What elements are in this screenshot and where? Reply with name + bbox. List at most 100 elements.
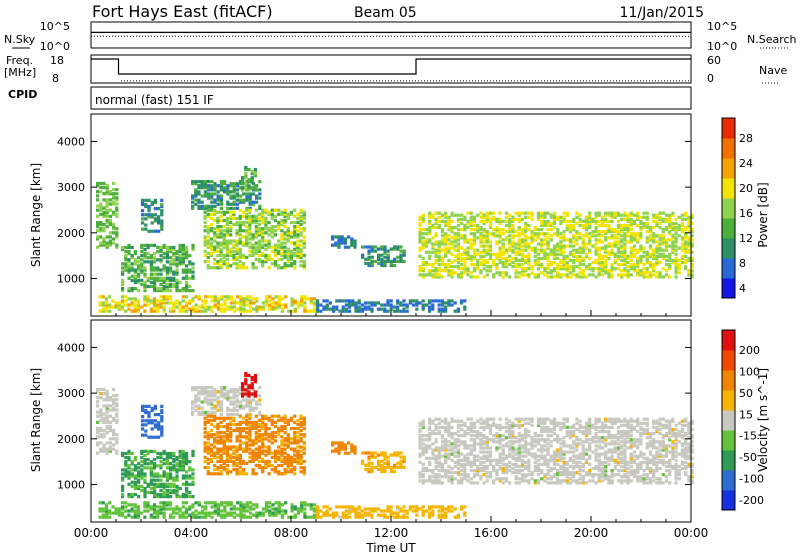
velocity-cell	[121, 492, 125, 497]
velocity-cell	[428, 505, 432, 509]
power-cell	[213, 295, 217, 299]
velocity-cell	[194, 404, 198, 408]
power-cell	[235, 247, 239, 251]
power-cell	[254, 218, 258, 223]
velocity-cell	[257, 455, 262, 459]
power-cell	[600, 273, 605, 277]
power-cell	[530, 230, 534, 234]
power-cell	[115, 243, 119, 247]
power-cell	[488, 269, 493, 273]
power-cell	[242, 301, 246, 305]
power-cell	[144, 227, 148, 231]
velocity-cell	[197, 398, 201, 402]
velocity-cell	[162, 505, 166, 509]
power-cell	[456, 217, 461, 221]
power-cell	[207, 192, 211, 196]
power-cell	[604, 238, 608, 242]
velocity-cell	[248, 443, 252, 447]
power-cell	[472, 267, 477, 271]
power-cell	[661, 252, 665, 256]
velocity-cell	[96, 426, 100, 431]
power-cell	[216, 190, 220, 194]
power-cell	[255, 196, 259, 200]
power-cell	[485, 219, 489, 223]
power-cell	[383, 303, 387, 307]
velocity-cell	[376, 513, 380, 517]
velocity-cell	[162, 486, 166, 491]
power-cell	[283, 237, 287, 241]
velocity-cell	[108, 396, 112, 400]
power-cell	[610, 248, 614, 252]
velocity-cell	[296, 451, 300, 455]
velocity-cell	[112, 428, 116, 433]
power-cell	[296, 303, 301, 307]
power-cell	[402, 251, 406, 255]
power-cell	[238, 222, 242, 227]
power-cell	[121, 278, 125, 282]
power-cell	[460, 275, 464, 279]
velocity-cell	[244, 380, 248, 384]
power-cell	[383, 259, 387, 263]
power-cell	[232, 186, 236, 190]
power-cell	[684, 236, 688, 240]
velocity-cell	[185, 476, 189, 480]
power-cell	[543, 254, 547, 258]
power-cell	[482, 254, 486, 258]
power-cell	[209, 212, 214, 216]
power-cell	[636, 260, 640, 265]
velocity-cell	[286, 441, 290, 445]
power-cell	[556, 232, 560, 236]
power-cell	[440, 238, 445, 242]
power-cell	[239, 194, 243, 198]
velocity-cell	[150, 419, 154, 423]
power-cell	[578, 236, 582, 240]
power-cell	[213, 266, 217, 270]
power-cell	[239, 186, 243, 190]
velocity-cell	[264, 509, 269, 513]
power-cell	[664, 269, 669, 273]
velocity-cell	[156, 455, 160, 460]
velocity-cell	[257, 445, 262, 449]
velocity-cell	[245, 437, 249, 441]
power-cell	[175, 256, 179, 260]
power-cell	[655, 213, 659, 217]
power-cell	[213, 184, 217, 188]
velocity-cell	[402, 509, 406, 513]
power-cell	[488, 252, 493, 256]
velocity-cell	[299, 422, 303, 427]
power-cell	[690, 213, 694, 217]
velocity-cell	[121, 488, 125, 493]
power-cell	[264, 255, 268, 260]
velocity-cell	[335, 505, 339, 509]
power-cell	[616, 248, 621, 252]
power-cell	[498, 250, 502, 254]
velocity-cell	[273, 414, 278, 418]
power-cell	[104, 307, 109, 311]
power-cell	[156, 307, 160, 311]
power-cell	[239, 180, 243, 184]
power-cell	[153, 280, 157, 285]
power-cell	[431, 299, 435, 303]
velocity-cell	[194, 386, 198, 390]
velocity-cell	[293, 472, 297, 476]
power-cell	[392, 309, 396, 313]
power-cell	[289, 235, 294, 239]
power-cell	[447, 238, 451, 242]
power-cell	[674, 271, 678, 275]
power-cell	[149, 301, 153, 305]
velocity-cell	[191, 410, 195, 414]
power-cell	[153, 272, 157, 276]
velocity-cell	[289, 468, 294, 472]
power-cell	[108, 241, 112, 245]
power-cell	[108, 192, 112, 196]
power-cell	[447, 217, 451, 221]
velocity-cell	[254, 435, 258, 439]
power-cell	[428, 240, 432, 244]
velocity-cell	[241, 386, 245, 390]
power-cell	[511, 248, 515, 252]
power-cell	[117, 301, 121, 305]
power-cell	[469, 254, 473, 258]
power-cell	[261, 239, 265, 243]
power-cell	[527, 260, 531, 265]
power-cell	[447, 265, 451, 269]
